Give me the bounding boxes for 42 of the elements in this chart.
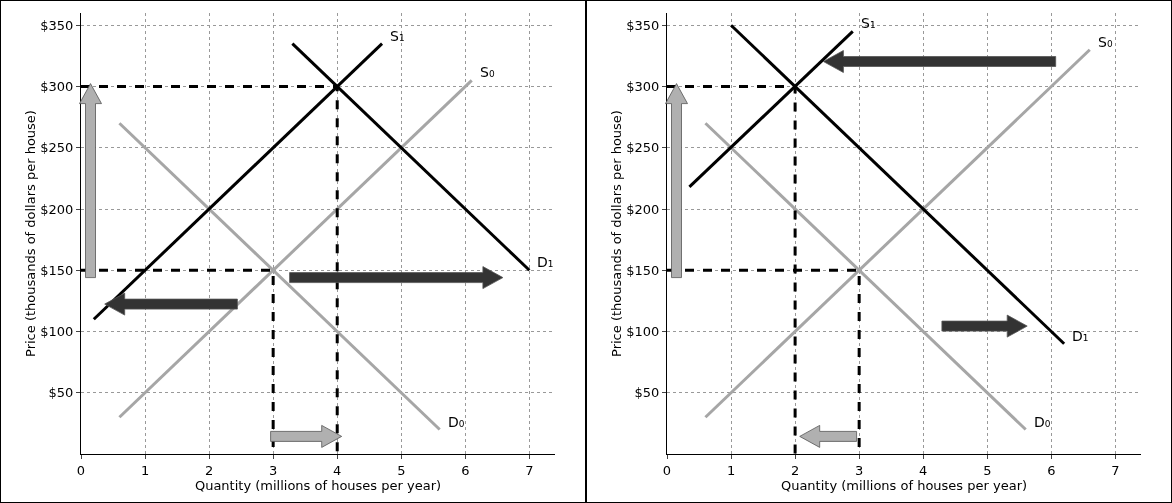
- y-tick-label: $150: [40, 262, 74, 278]
- series-label: S₀: [1098, 34, 1113, 50]
- x-tick-label: 2: [204, 462, 214, 478]
- x-tick-label: 1: [726, 462, 736, 478]
- y-tick-label: $300: [40, 79, 74, 95]
- y-tick-label: $200: [626, 201, 660, 217]
- y-axis-title: Price (thousands of dollars per house): [609, 110, 625, 357]
- y-tick-label: $350: [40, 17, 74, 33]
- y-tick-label: $100: [40, 324, 74, 340]
- x-tick-label: 4: [919, 462, 928, 478]
- x-tick-label: 1: [140, 462, 150, 478]
- y-tick-label: $100: [626, 324, 660, 340]
- x-tick-label: 4: [333, 462, 342, 478]
- x-tick-label: 3: [269, 462, 278, 478]
- y-tick-label: $200: [40, 201, 74, 217]
- x-tick-label: 7: [525, 462, 534, 478]
- x-tick-label: 0: [662, 462, 672, 478]
- x-tick-label: 7: [1111, 462, 1120, 478]
- x-tick-label: 3: [855, 462, 864, 478]
- y-axis-title: Price (thousands of dollars per house): [23, 110, 39, 357]
- y-tick-label: $250: [40, 140, 74, 156]
- x-axis-title: Quantity (millions of houses per year): [194, 477, 442, 493]
- x-tick-label: 0: [76, 462, 86, 478]
- series-label: S₁: [861, 15, 876, 31]
- x-axis-title: Quantity (millions of houses per year): [780, 477, 1028, 493]
- series-label: D₁: [1072, 328, 1089, 344]
- series-label: D₀: [1034, 414, 1051, 430]
- y-tick-label: $300: [626, 79, 660, 95]
- y-tick-label: $50: [48, 385, 74, 401]
- series-label: D₁: [537, 254, 554, 270]
- y-tick-label: $50: [634, 385, 660, 401]
- y-tick-label: $150: [626, 262, 660, 278]
- x-tick-label: 5: [397, 462, 406, 478]
- x-tick-label: 6: [461, 462, 470, 478]
- series-label: D₀: [448, 414, 465, 430]
- y-tick-label: $250: [626, 140, 660, 156]
- x-tick-label: 6: [1047, 462, 1056, 478]
- y-tick-label: $350: [626, 17, 660, 33]
- x-tick-label: 2: [790, 462, 800, 478]
- x-tick-label: 5: [983, 462, 992, 478]
- series-label: S₀: [480, 64, 495, 80]
- series-label: S₁: [390, 28, 405, 44]
